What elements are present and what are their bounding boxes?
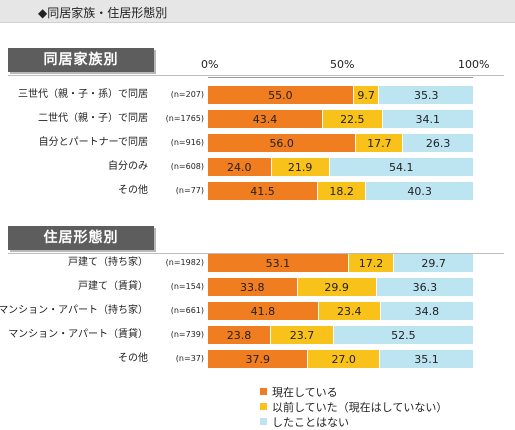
section-divider-household	[8, 75, 504, 76]
bar-segment-past: 23.7	[271, 326, 334, 344]
stacked-bar: 33.8 29.9 36.3	[208, 278, 473, 296]
stacked-bar: 56.0 17.7 26.3	[208, 134, 473, 152]
legend-item-never: したことはない	[260, 414, 447, 429]
row-sample-size: (n=1765)	[165, 114, 204, 123]
stacked-bar: 24.0 21.9 54.1	[208, 158, 473, 176]
x-tick-50: 50%	[330, 58, 355, 71]
bar-segment-never: 52.5	[333, 326, 473, 344]
row-sample-size: (n=37)	[175, 354, 204, 363]
row-sample-size: (n=608)	[170, 162, 204, 171]
bar-segment-current: 53.1	[208, 254, 349, 272]
bar-segment-never: 26.3	[403, 134, 473, 152]
bar-segment-past: 9.7	[353, 86, 380, 104]
row-sample-size: (n=661)	[170, 306, 204, 315]
legend-label-current: 現在している	[272, 385, 338, 399]
row-label: 戸建て（持ち家）	[68, 257, 148, 268]
row-label: マンション・アパート（持ち家）	[0, 305, 148, 316]
legend-swatch-never	[260, 418, 267, 425]
row-label: 自分のみ	[108, 161, 148, 172]
bar-segment-past: 29.9	[297, 278, 377, 296]
bar-segment-current: 41.5	[208, 182, 318, 200]
bar-segment-never: 35.3	[379, 86, 473, 104]
row-label: 三世代（親・子・孫）で同居	[18, 89, 148, 100]
row-label: 二世代（親・子）で同居	[38, 113, 148, 124]
bar-segment-never: 34.1	[382, 110, 473, 128]
page-title: ◆同居家族・住居形態別	[38, 6, 168, 20]
stacked-bar: 41.8 23.4 34.8	[208, 302, 473, 320]
bar-segment-never: 29.7	[394, 254, 473, 272]
row-sample-size: (n=1982)	[165, 258, 204, 267]
row-label: 自分とパートナーで同居	[38, 137, 148, 148]
legend-label-never: したことはない	[272, 415, 349, 429]
row-sample-size: (n=916)	[170, 138, 204, 147]
bar-segment-past: 22.5	[323, 110, 383, 128]
legend-swatch-past	[260, 403, 267, 410]
bar-segment-never: 36.3	[376, 278, 473, 296]
section-label-household: 同居家族別	[8, 48, 154, 72]
bar-segment-past: 18.2	[317, 182, 367, 200]
bar-segment-past: 17.7	[356, 134, 404, 152]
row-sample-size: (n=739)	[170, 330, 204, 339]
section-label-housing: 住居形態別	[8, 226, 154, 250]
stacked-bar: 23.8 23.7 52.5	[208, 326, 473, 344]
legend-item-past: 以前していた（現在はしていない）	[260, 399, 447, 414]
legend-item-current: 現在している	[260, 384, 447, 399]
stacked-bar: 43.4 22.5 34.1	[208, 110, 473, 128]
bar-segment-current: 23.8	[208, 326, 272, 344]
header-bar: ◆同居家族・住居形態別	[0, 0, 515, 23]
legend-label-past: 以前していた（現在はしていない）	[272, 400, 448, 414]
row-label: その他	[118, 353, 148, 364]
bar-segment-past: 17.2	[348, 254, 395, 272]
x-tick-100: 100%	[458, 58, 490, 71]
bar-segment-past: 23.4	[318, 302, 381, 320]
stacked-bar: 41.5 18.2 40.3	[208, 182, 473, 200]
bar-segment-current: 56.0	[208, 134, 357, 152]
x-axis-line	[208, 77, 473, 78]
row-sample-size: (n=154)	[170, 282, 204, 291]
bar-segment-past: 27.0	[308, 350, 380, 368]
x-tick-0: 0%	[201, 58, 219, 71]
row-sample-size: (n=207)	[170, 90, 204, 99]
row-label: 戸建て（賃貸）	[78, 281, 148, 292]
row-sample-size: (n=77)	[175, 186, 204, 195]
legend: 現在している 以前していた（現在はしていない） したことはない	[260, 384, 447, 429]
bar-segment-never: 40.3	[366, 182, 473, 200]
row-label: マンション・アパート（賃貸）	[8, 329, 148, 340]
bar-segment-current: 55.0	[208, 86, 354, 104]
legend-swatch-current	[260, 388, 267, 395]
stacked-bar: 37.9 27.0 35.1	[208, 350, 473, 368]
bar-segment-past: 21.9	[271, 158, 330, 176]
section-divider-housing	[8, 253, 504, 254]
stacked-bar: 55.0 9.7 35.3	[208, 86, 473, 104]
bar-segment-current: 24.0	[208, 158, 272, 176]
row-label: その他	[118, 185, 148, 196]
bar-segment-current: 41.8	[208, 302, 319, 320]
bar-segment-never: 35.1	[379, 350, 473, 368]
bar-segment-current: 37.9	[208, 350, 309, 368]
bar-segment-never: 34.8	[380, 302, 473, 320]
stacked-bar: 53.1 17.2 29.7	[208, 254, 473, 272]
bar-segment-never: 54.1	[329, 158, 473, 176]
bar-segment-current: 43.4	[208, 110, 323, 128]
bar-segment-current: 33.8	[208, 278, 298, 296]
